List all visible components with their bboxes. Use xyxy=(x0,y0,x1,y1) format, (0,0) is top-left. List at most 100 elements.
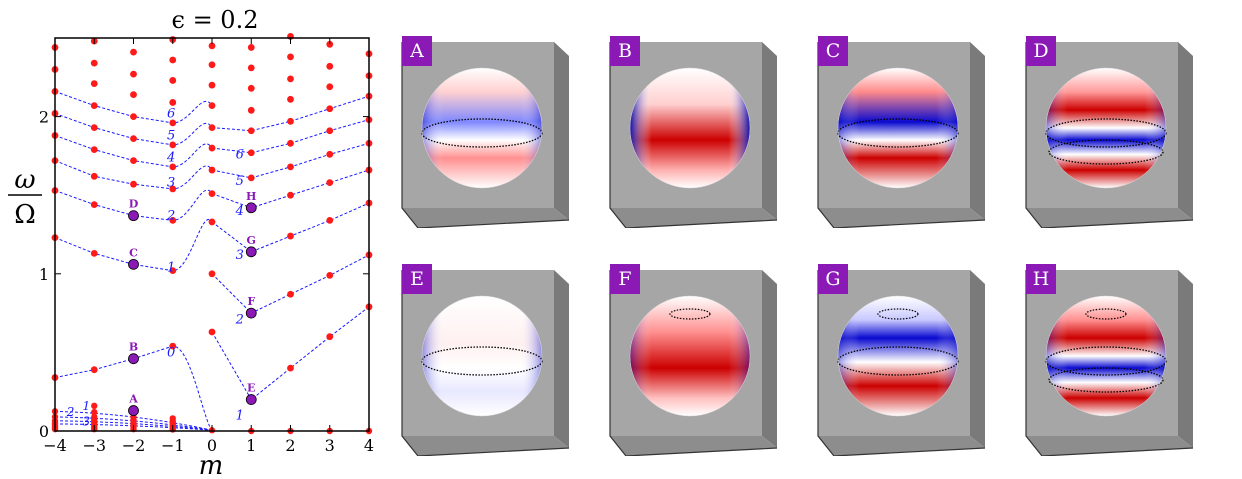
panel-label-h: H xyxy=(1026,264,1056,294)
box-floor xyxy=(1026,436,1193,456)
low-mode-point-m-3-0 xyxy=(91,402,98,410)
box-edge xyxy=(817,270,985,456)
north-polar-line xyxy=(669,308,711,320)
sphere-side-shading xyxy=(838,296,958,416)
y-axis-label-numerator: ω xyxy=(14,165,35,195)
marked-point-D xyxy=(128,210,139,222)
dispersion-curve-left-1 xyxy=(54,218,213,272)
mode-point-m3-5 xyxy=(326,127,334,135)
mode-point-m-3-0 xyxy=(90,366,98,374)
mode-point-m-1-3 xyxy=(169,185,177,193)
mode-point-m1-8 xyxy=(247,84,255,92)
y-axis-label-denominator: Ω xyxy=(14,200,36,230)
x-tick-label--1: −1 xyxy=(161,436,185,455)
mode-point-m-2-9 xyxy=(130,48,137,56)
box-side-wall xyxy=(1178,42,1193,220)
sphere-visual-d xyxy=(1025,42,1193,228)
sphere-panel-e: E xyxy=(394,256,569,456)
curve-label-left-3: 3 xyxy=(167,176,175,191)
sphere-side-shading xyxy=(1046,68,1166,188)
x-tick-label--4: −4 xyxy=(43,436,67,455)
box-edge xyxy=(401,42,569,228)
marked-point-label-G: G xyxy=(247,234,256,247)
box-floor xyxy=(610,208,777,228)
sphere-outline xyxy=(629,67,751,189)
marked-point-A xyxy=(128,405,139,416)
mode-point-m0-8 xyxy=(208,81,216,89)
sphere-side-shading xyxy=(422,68,542,188)
mode-point-m2-5 xyxy=(287,139,294,147)
mode-point-m0-9 xyxy=(208,61,216,69)
mode-point-m3-4 xyxy=(326,150,334,158)
mode-point-m2-4 xyxy=(287,163,294,171)
mode-point-m-1-2 xyxy=(169,216,177,224)
marked-point-label-C: C xyxy=(129,246,138,259)
sphere-panel-f: F xyxy=(602,256,777,456)
marked-point-label-B: B xyxy=(129,341,138,354)
panel-label-f: F xyxy=(610,264,640,294)
box-side-wall xyxy=(970,42,985,220)
mode-point-m-3-1 xyxy=(90,249,98,257)
panel-label-a: A xyxy=(402,36,432,66)
sphere-surface xyxy=(422,296,542,416)
mode-point-m3-7 xyxy=(326,83,334,91)
y-tick-label-1: 1 xyxy=(39,265,49,284)
mode-point-m0-2 xyxy=(208,218,216,226)
curve-label-left-4: 4 xyxy=(166,150,175,165)
low-curve-label-1: 1 xyxy=(82,399,90,413)
mode-point-m-1-0 xyxy=(169,342,177,350)
sphere-panel-d: D xyxy=(1018,28,1193,228)
x-tick-label--2: −2 xyxy=(122,436,146,455)
mode-point-m2-0 xyxy=(287,364,294,372)
box-floor xyxy=(818,208,985,228)
sphere-panel-h: H xyxy=(1018,256,1193,456)
mode-point-m0-1 xyxy=(208,270,216,278)
marked-point-label-D: D xyxy=(129,198,139,211)
x-tick-label-1: 1 xyxy=(246,436,256,455)
mode-point-m0-5 xyxy=(208,144,216,152)
marked-point-H xyxy=(245,202,257,214)
sphere-outline xyxy=(837,295,959,417)
box-floor xyxy=(610,436,777,456)
dispersion-curve-right-1 xyxy=(211,254,370,314)
box-floor xyxy=(402,436,569,456)
dispersion-curve-right-0 xyxy=(211,306,370,401)
sphere-surface xyxy=(422,68,542,188)
marked-point-C xyxy=(128,258,139,270)
mode-point-m2-6 xyxy=(287,117,294,125)
plot-frame xyxy=(54,37,370,432)
sphere-side-shading xyxy=(422,296,542,416)
panel-label-c: C xyxy=(818,36,848,66)
mode-point-m2-3 xyxy=(287,191,294,199)
sphere-surface xyxy=(1046,68,1166,188)
mode-point-m2-1 xyxy=(287,290,294,298)
box-edge xyxy=(401,270,569,456)
y-tick-label-2: 2 xyxy=(39,108,49,127)
curve-label-left-6: 6 xyxy=(167,106,175,121)
sphere-side-shading xyxy=(630,296,750,416)
marked-point-label-F: F xyxy=(247,295,255,308)
mode-point-m3-3 xyxy=(326,179,334,187)
mode-point-m-2-3 xyxy=(130,180,137,188)
box-side-wall xyxy=(762,42,777,220)
mode-point-m-2-6 xyxy=(130,113,137,120)
x-tick-label-0: 0 xyxy=(207,436,217,455)
mode-point-m2-9 xyxy=(287,53,294,61)
sphere-outline xyxy=(629,295,751,417)
marked-point-label-H: H xyxy=(246,190,256,203)
second-nodal-line xyxy=(1048,139,1164,165)
sphere-surface xyxy=(838,68,958,188)
mode-point-m0-6 xyxy=(208,124,216,132)
box-edge xyxy=(609,42,777,228)
mode-point-m-1-8 xyxy=(169,77,177,84)
marked-point-G xyxy=(245,246,257,258)
mode-point-m-3-6 xyxy=(90,102,98,109)
sphere-outline xyxy=(1045,67,1167,189)
panel-label-g: G xyxy=(818,264,848,294)
mode-point-m-1-9 xyxy=(169,56,177,64)
sphere-surface xyxy=(630,296,750,416)
box-edge xyxy=(817,42,985,228)
marked-point-E xyxy=(245,394,257,405)
box-edge xyxy=(1025,270,1193,456)
sphere-surface xyxy=(838,296,958,416)
